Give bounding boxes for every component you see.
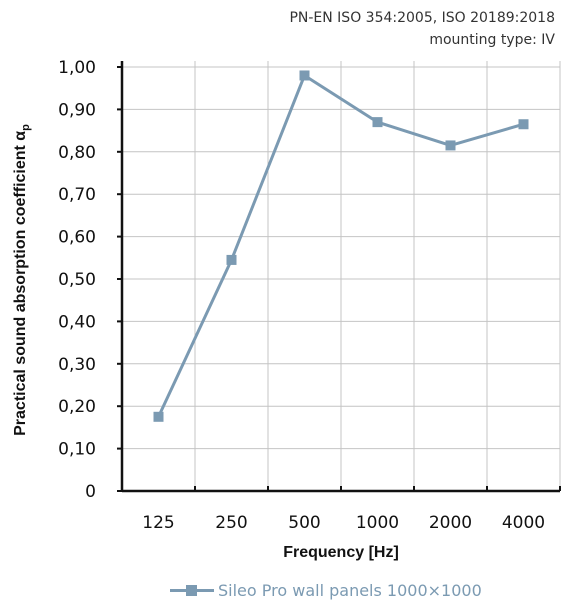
absorption-chart: 0 0,10 0,20 0,30 0,40 0,50 0,60 0,70 0,80 0,90 1,0…	[12, 58, 561, 561]
axes	[117, 61, 561, 493]
x-tick-label: 125	[142, 513, 174, 533]
y-tick-label: 0,90	[58, 100, 96, 120]
y-tick-label: 0,40	[58, 312, 96, 332]
y-tick-label: 0,30	[58, 355, 96, 375]
standard-note: PN-EN ISO 354:2005, ISO 20189:2018	[289, 10, 555, 26]
y-tick-label: 0,60	[58, 228, 96, 248]
y-tick-label: 0,70	[58, 185, 96, 205]
y-tick-label: 0,50	[58, 270, 96, 290]
x-tick-label: 500	[288, 513, 320, 533]
x-tick-label: 4000	[502, 513, 545, 533]
y-tick-label: 0	[85, 482, 96, 502]
data-point-marker	[372, 117, 383, 128]
data-point-marker	[226, 254, 237, 265]
mounting-type-note: mounting type: IV	[429, 32, 555, 48]
legend-label: Sileo Pro wall panels 1000×1000	[218, 580, 482, 600]
x-tick-label: 250	[215, 513, 247, 533]
series-line	[157, 73, 524, 418]
y-tick-label: 0,20	[58, 397, 96, 417]
legend: Sileo Pro wall panels 1000×1000	[170, 579, 482, 601]
data-point-marker	[445, 140, 456, 151]
legend-swatch	[170, 583, 214, 597]
data-point-marker	[518, 119, 529, 130]
x-tick-label: 1000	[356, 513, 399, 533]
x-tick-label: 2000	[429, 513, 472, 533]
y-tick-label: 1,00	[58, 58, 96, 78]
data-point-marker	[153, 411, 164, 422]
x-axis-title: Frequency [Hz]	[283, 544, 399, 561]
labels: 0 0,10 0,20 0,30 0,40 0,50 0,60 0,70 0,80 0,90 1,0…	[12, 58, 545, 561]
y-tick-label: 0,10	[58, 440, 96, 460]
y-tick-label: 0,80	[58, 143, 96, 163]
y-axis-title: Practical sound absorption coefficient α…	[12, 124, 32, 436]
series-layer	[153, 70, 529, 422]
data-point-marker	[299, 70, 310, 81]
grid	[122, 61, 561, 491]
